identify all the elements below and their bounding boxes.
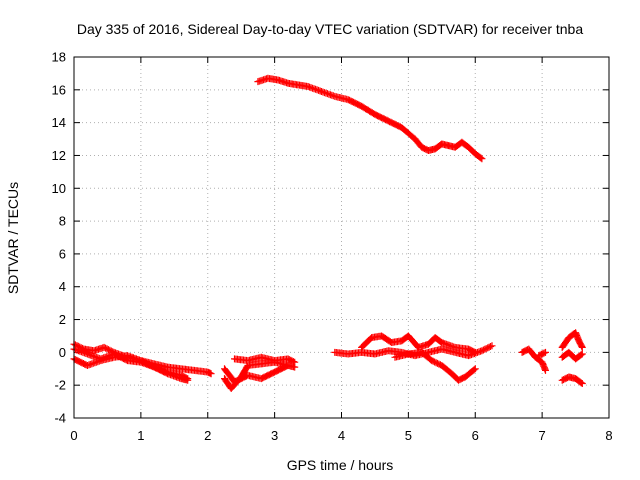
- x-tick-label: 2: [204, 428, 211, 443]
- x-tick-label: 0: [70, 428, 77, 443]
- series-arc-late-b: [358, 332, 479, 356]
- grid-lines: [74, 57, 609, 418]
- x-axis-title: GPS time / hours: [287, 457, 394, 473]
- x-tick-label: 3: [271, 428, 278, 443]
- chart-title: Day 335 of 2016, Sidereal Day-to-day VTE…: [77, 21, 584, 37]
- y-tick-label: 16: [52, 82, 66, 97]
- series-markers: [358, 332, 479, 356]
- y-tick-label: -2: [54, 378, 66, 393]
- series-arc-high: [254, 74, 486, 163]
- x-tick-label: 5: [405, 428, 412, 443]
- y-tick-label: 0: [59, 345, 66, 360]
- y-tick-label: -4: [54, 411, 66, 426]
- series-markers: [558, 329, 586, 351]
- series-arc-noon-c: [221, 362, 292, 386]
- series-arc-seven-half-a: [558, 329, 586, 351]
- y-tick-label: 18: [52, 50, 66, 65]
- y-tick-label: 2: [59, 312, 66, 327]
- y-tick-label: 12: [52, 148, 66, 163]
- data-points: [70, 74, 586, 392]
- x-tick-label: 8: [605, 428, 612, 443]
- y-tick-label: 6: [59, 246, 66, 261]
- x-tick-label: 1: [137, 428, 144, 443]
- series-markers: [535, 348, 549, 360]
- series-markers: [231, 353, 299, 366]
- x-tick-label: 4: [338, 428, 345, 443]
- series-arc-seven-b: [535, 348, 549, 360]
- series-arc-seven-half-c: [558, 373, 586, 387]
- series-markers: [391, 348, 479, 384]
- series-markers: [254, 74, 486, 163]
- series-markers: [221, 362, 292, 386]
- x-tick-label: 7: [539, 428, 546, 443]
- series-markers: [558, 373, 586, 387]
- x-tick-label: 6: [472, 428, 479, 443]
- y-tick-label: 14: [52, 115, 66, 130]
- series-markers: [558, 348, 586, 363]
- plot-frame: [73, 56, 610, 419]
- series-arc-late-c: [391, 348, 479, 384]
- series-arc-seven: [518, 345, 549, 374]
- y-tick-label: 8: [59, 214, 66, 229]
- y-tick-label: 4: [59, 279, 66, 294]
- series-markers: [518, 345, 549, 374]
- y-tick-label: 10: [52, 181, 66, 196]
- series-arc-noon-b: [231, 353, 299, 366]
- y-axis-title: SDTVAR / TECUs: [5, 182, 21, 294]
- series-arc-seven-half-b: [558, 348, 586, 363]
